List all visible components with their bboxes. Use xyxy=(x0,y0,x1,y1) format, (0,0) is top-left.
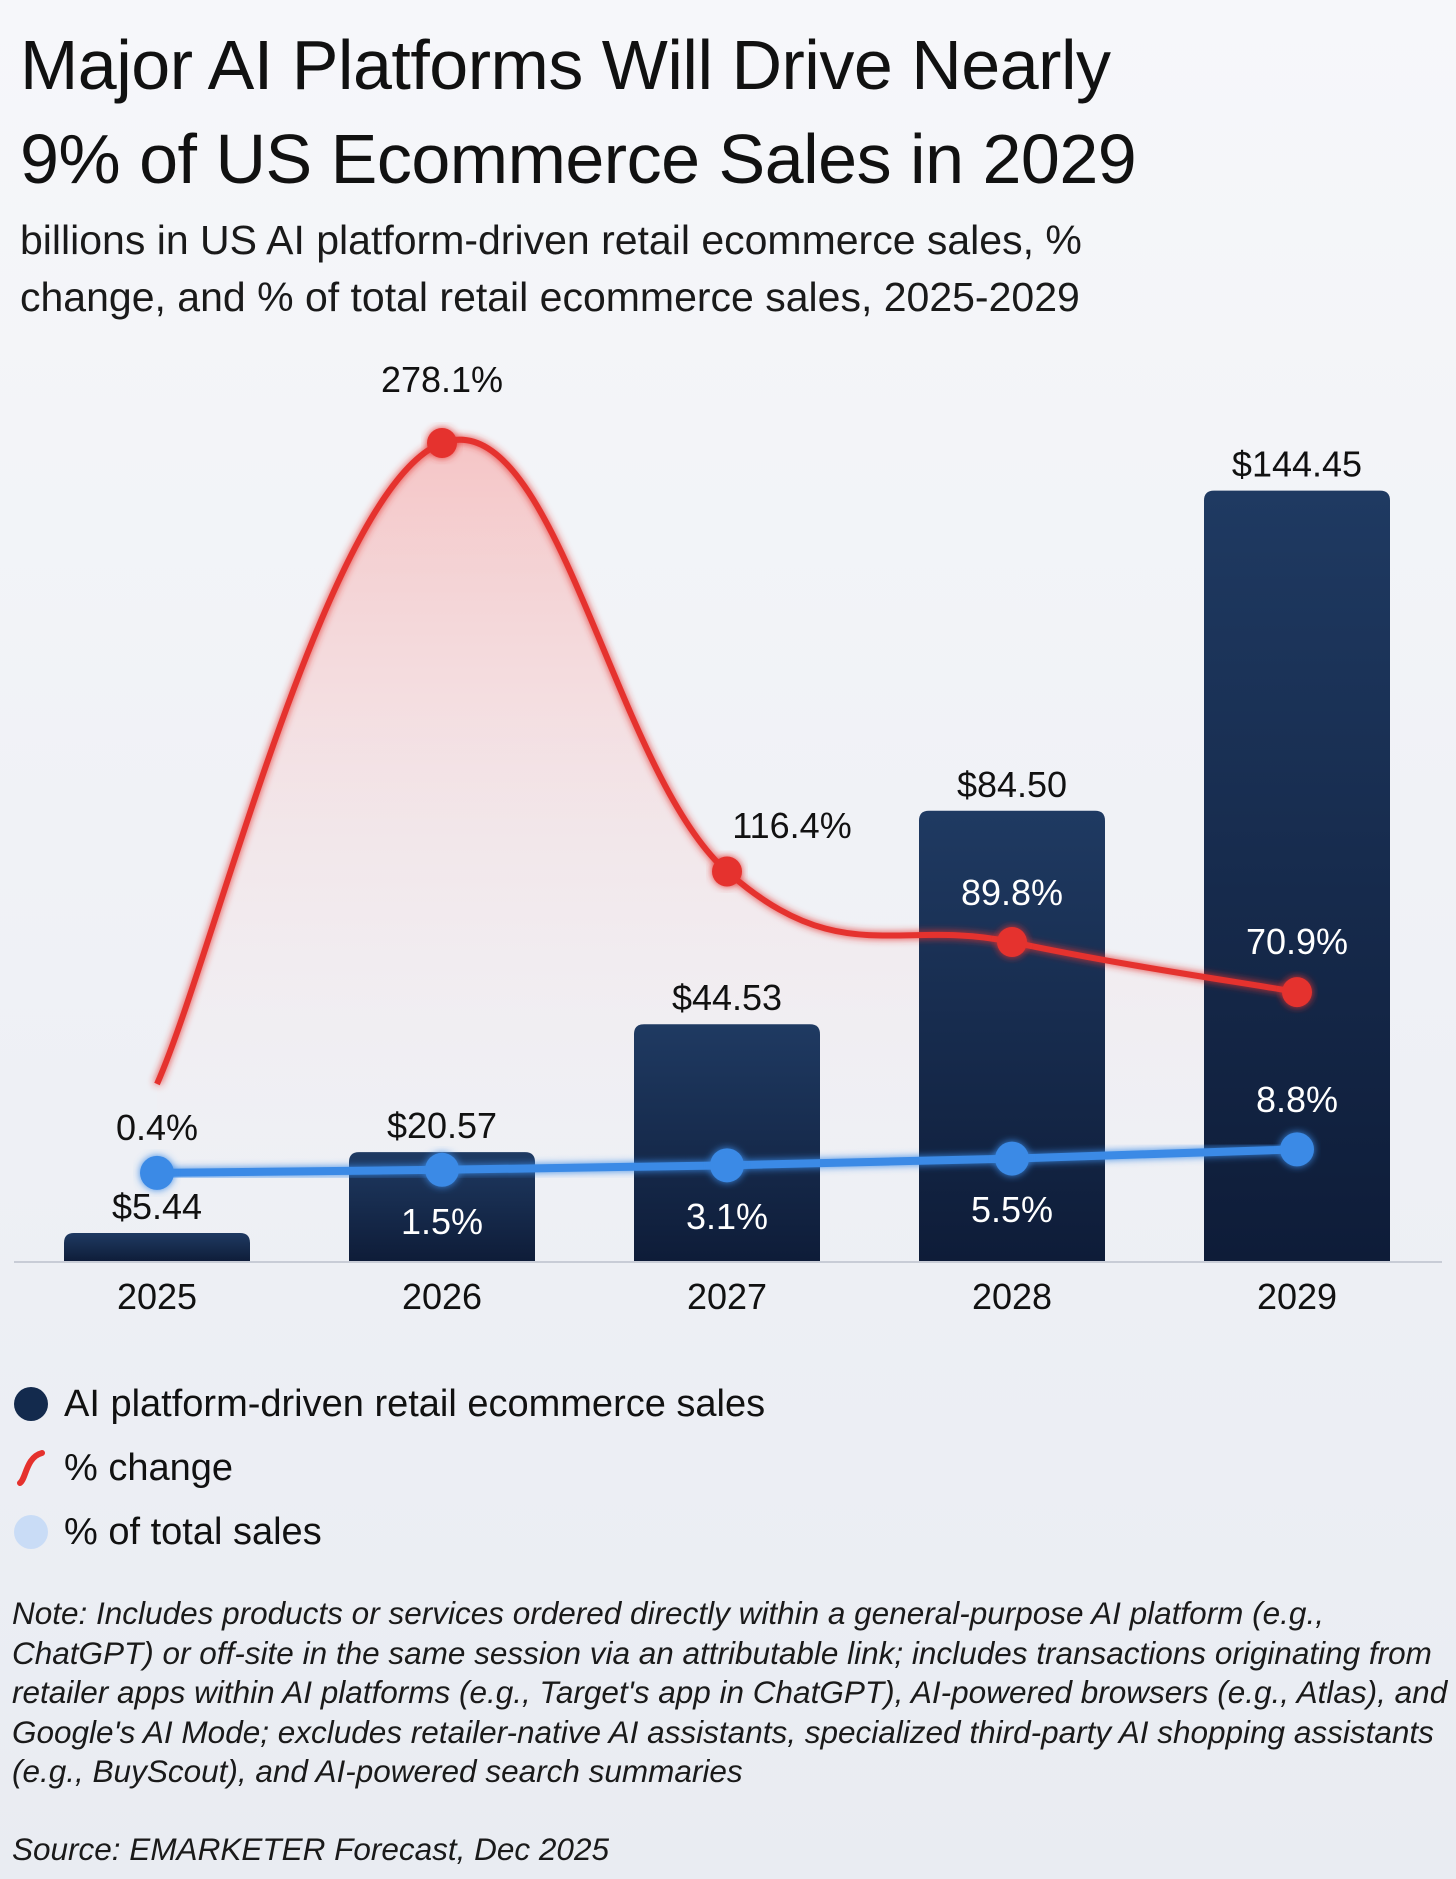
x-tick-label: 2027 xyxy=(687,1276,767,1317)
change-value-label: 278.1% xyxy=(381,359,503,400)
bar-value-label: $44.53 xyxy=(672,977,782,1018)
bar-value-label: $5.44 xyxy=(112,1186,202,1227)
x-tick-label: 2028 xyxy=(972,1276,1052,1317)
source: Source: EMARKETER Forecast, Dec 2025 xyxy=(12,1831,609,1867)
legend-label: % of total sales xyxy=(64,1510,322,1553)
bar-value-label: $144.45 xyxy=(1232,444,1362,485)
change-point xyxy=(427,428,457,459)
legend: AI platform-driven retail ecommerce sale… xyxy=(12,1372,765,1564)
legend-item-share: % of total sales xyxy=(12,1500,765,1564)
dark-blue-circle-icon xyxy=(14,1387,48,1421)
title-line-1: Major AI Platforms Will Drive Nearly xyxy=(20,26,1111,104)
change-point xyxy=(1282,977,1312,1008)
x-tick-label: 2026 xyxy=(402,1276,482,1317)
subtitle-line-2: change, and % of total retail ecommerce … xyxy=(20,274,1080,320)
share-value-label: 1.5% xyxy=(401,1201,483,1242)
legend-item-sales: AI platform-driven retail ecommerce sale… xyxy=(12,1372,765,1436)
chart-subtitle: billions in US AI platform-driven retail… xyxy=(20,212,1420,326)
share-point xyxy=(140,1155,174,1190)
share-value-label: 0.4% xyxy=(116,1107,198,1148)
bar-2025 xyxy=(64,1232,250,1262)
chart-title: Major AI Platforms Will Drive Nearly 9% … xyxy=(20,18,1440,206)
share-point xyxy=(1280,1132,1314,1167)
change-value-label: 89.8% xyxy=(961,872,1063,913)
bar-value-label: $20.57 xyxy=(387,1105,497,1146)
bar-value-label: $84.50 xyxy=(957,764,1067,805)
red-curve-icon xyxy=(17,1450,45,1486)
share-point xyxy=(710,1148,744,1183)
change-value-label: 116.4% xyxy=(732,805,851,846)
x-tick-label: 2029 xyxy=(1257,1276,1337,1317)
combo-chart: $5.44 2025 $20.57 2026 $44.53 2027 $84.50 2028 $… xyxy=(14,359,1442,1317)
share-point xyxy=(425,1152,459,1187)
bar-2028 xyxy=(919,810,1105,1262)
bar-2026 xyxy=(349,1152,535,1262)
share-point xyxy=(995,1141,1029,1176)
bar-2029 xyxy=(1204,490,1390,1263)
title-line-2: 9% of US Ecommerce Sales in 2029 xyxy=(20,120,1137,198)
legend-item-change: % change xyxy=(12,1436,765,1500)
footnote: Note: Includes products or services orde… xyxy=(12,1595,1448,1790)
share-value-label: 5.5% xyxy=(971,1189,1053,1230)
share-value-label: 3.1% xyxy=(686,1196,768,1237)
change-point xyxy=(712,856,742,887)
legend-label: % change xyxy=(64,1446,234,1489)
x-tick-label: 2025 xyxy=(117,1276,197,1317)
change-point xyxy=(997,927,1027,958)
bar-2027 xyxy=(634,1024,820,1262)
light-blue-circle-icon xyxy=(14,1515,48,1549)
change-line xyxy=(154,436,1298,1086)
subtitle-line-1: billions in US AI platform-driven retail… xyxy=(20,217,1082,263)
legend-label: AI platform-driven retail ecommerce sale… xyxy=(64,1382,766,1425)
share-value-label: 8.8% xyxy=(1256,1079,1338,1120)
change-value-label: 70.9% xyxy=(1246,921,1348,962)
